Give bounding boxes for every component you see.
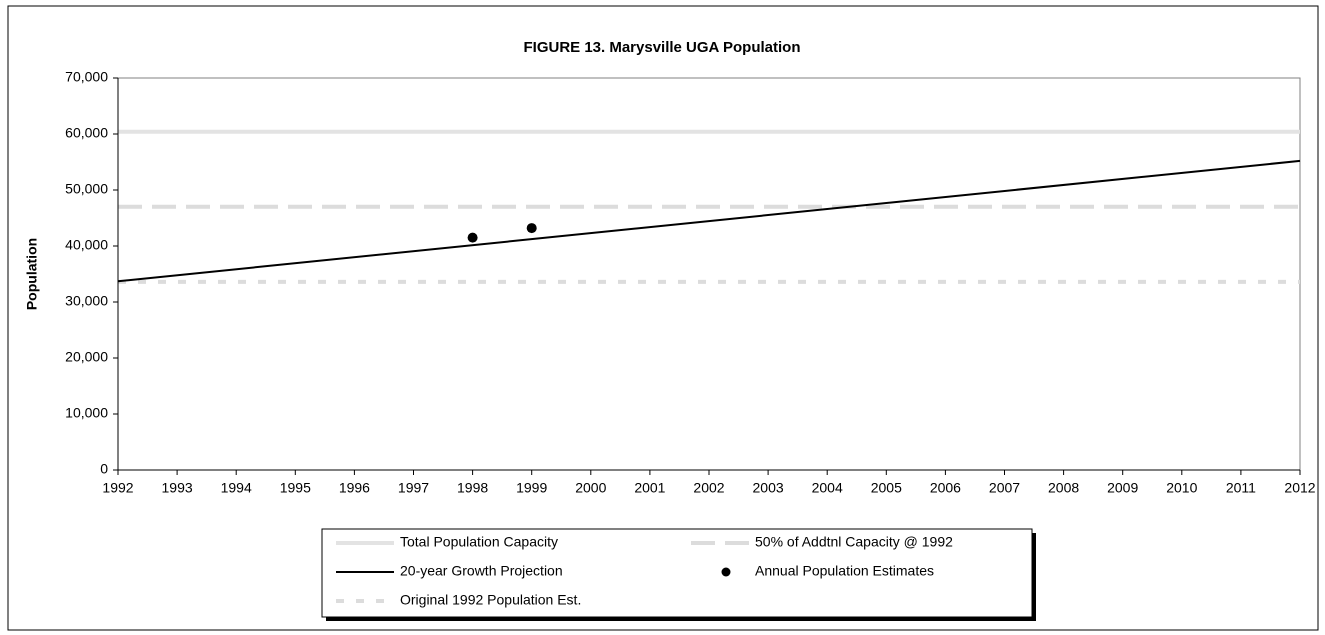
x-tick-label: 2012 (1284, 480, 1315, 496)
x-tick-label: 1999 (516, 480, 547, 496)
x-tick-label: 2001 (634, 480, 665, 496)
x-tick-label: 2000 (575, 480, 606, 496)
y-tick-label: 20,000 (65, 349, 108, 365)
legend-label: Original 1992 Population Est. (400, 592, 581, 608)
x-tick-label: 2003 (753, 480, 784, 496)
y-axis-label: Population (24, 238, 40, 310)
x-tick-label: 2006 (930, 480, 961, 496)
legend (321, 528, 1033, 618)
series-line (117, 159, 1301, 283)
data-point (526, 223, 537, 234)
x-tick-label: 1992 (102, 480, 133, 496)
x-tick-label: 2008 (1048, 480, 1079, 496)
y-tick-label: 70,000 (65, 69, 108, 85)
legend-label: 20-year Growth Projection (400, 563, 563, 579)
y-tick-label: 40,000 (65, 237, 108, 253)
x-tick-label: 1993 (162, 480, 193, 496)
x-tick-label: 1995 (280, 480, 311, 496)
legend-label: Annual Population Estimates (755, 563, 934, 579)
x-tick-label: 2010 (1166, 480, 1197, 496)
x-tick-label: 2011 (1226, 480, 1256, 496)
data-point (467, 232, 478, 243)
chart-frame (7, 5, 1319, 631)
y-tick-label: 30,000 (65, 293, 108, 309)
y-tick-label: 10,000 (65, 405, 108, 421)
y-tick-label: 0 (100, 461, 108, 477)
x-tick-label: 2004 (812, 480, 843, 496)
x-tick-label: 2005 (871, 480, 902, 496)
legend-marker (721, 567, 731, 577)
plot-border (118, 77, 1301, 470)
y-tick-label: 50,000 (65, 181, 108, 197)
x-tick-label: 2002 (693, 480, 724, 496)
x-tick-label: 1997 (398, 480, 429, 496)
x-tick-label: 1996 (339, 480, 370, 496)
x-tick-label: 1998 (457, 480, 488, 496)
legend-label: 50% of Addtnl Capacity @ 1992 (755, 534, 953, 550)
x-tick-label: 2009 (1107, 480, 1138, 496)
chart-title: FIGURE 13. Marysville UGA Population (523, 39, 800, 56)
legend-label: Total Population Capacity (400, 534, 558, 550)
x-tick-label: 2007 (989, 480, 1020, 496)
x-tick-label: 1994 (221, 480, 252, 496)
y-tick-label: 60,000 (65, 125, 108, 141)
